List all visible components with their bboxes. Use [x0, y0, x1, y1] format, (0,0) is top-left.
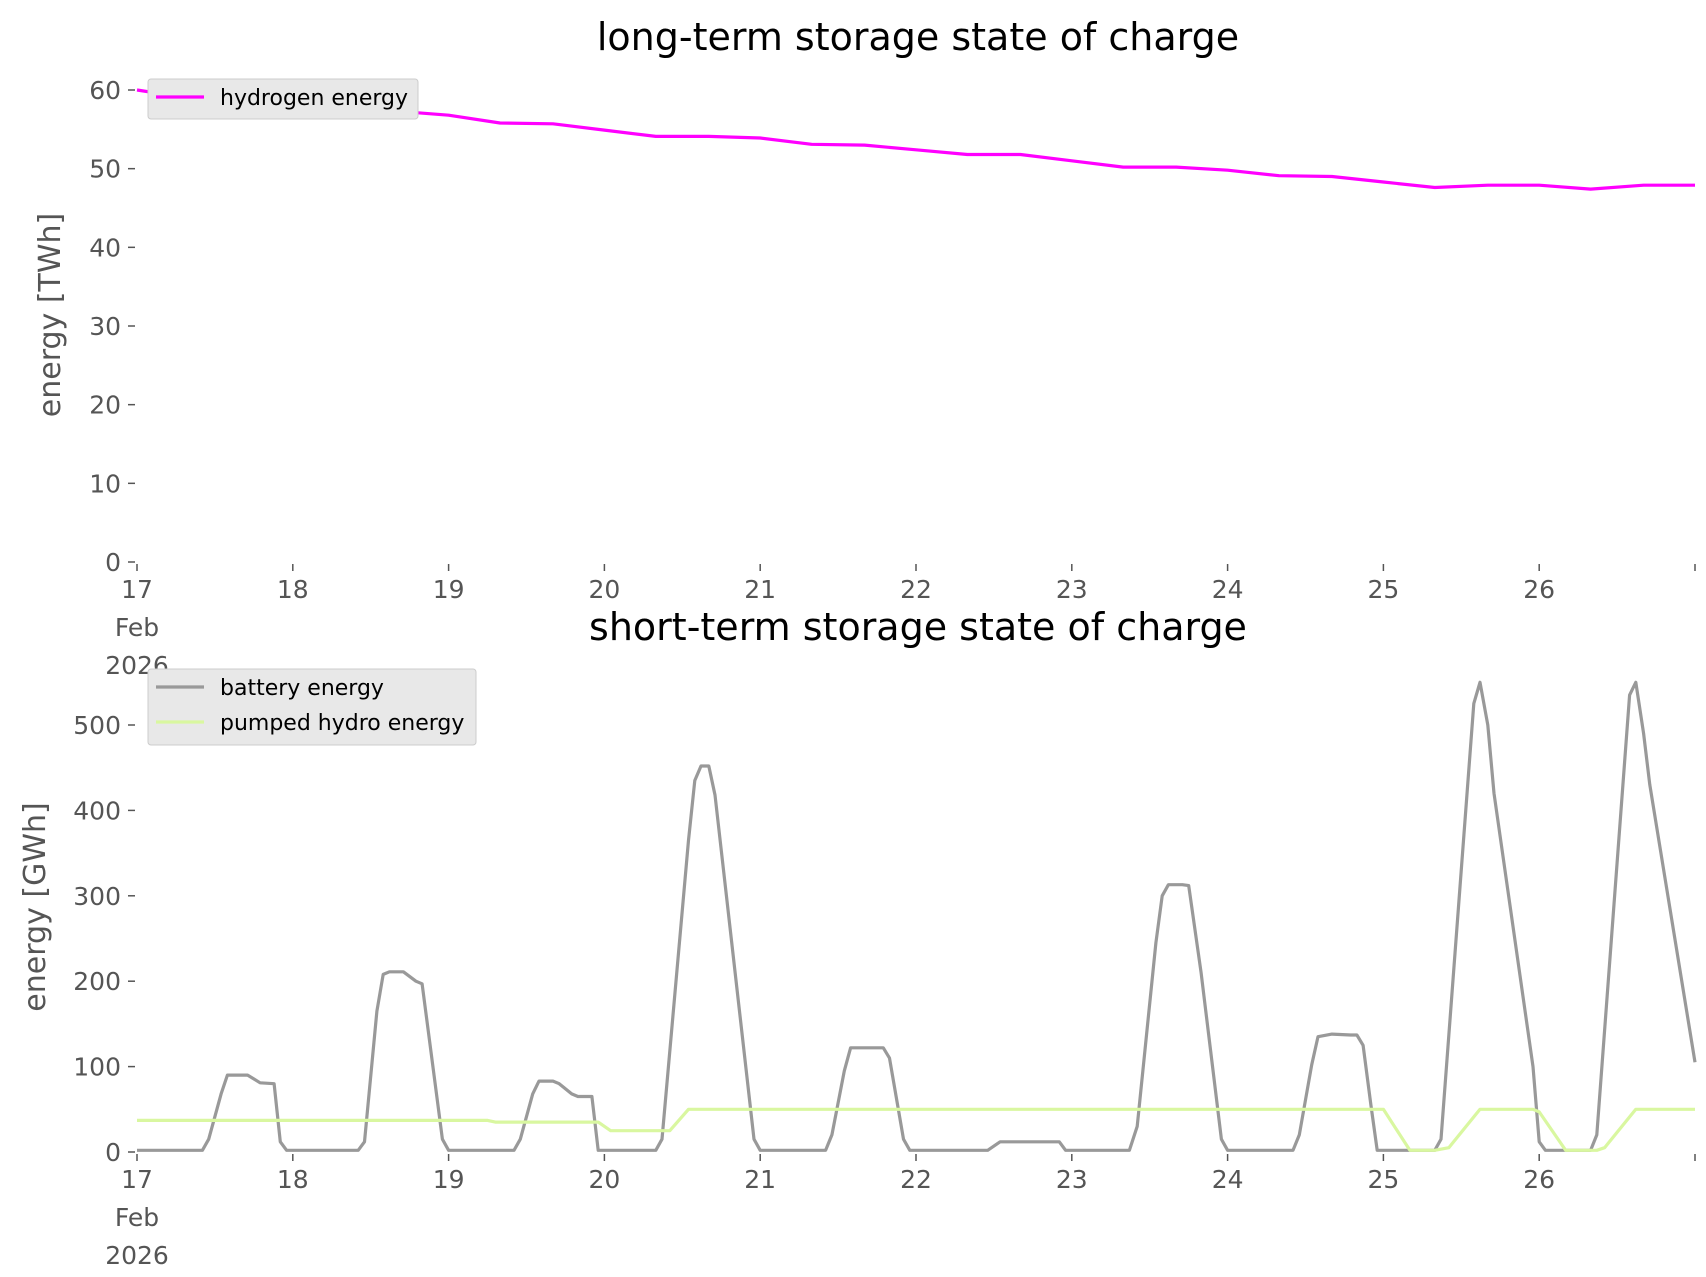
- x-tick-label: 20: [588, 575, 620, 604]
- y-tick-label: 50: [89, 155, 121, 184]
- y-tick-label: 0: [105, 1138, 121, 1167]
- x-tick-label: 25: [1367, 1165, 1399, 1194]
- x-tick-label: 22: [900, 1165, 932, 1194]
- y-tick-label: 100: [73, 1053, 121, 1082]
- short-term-storage-chart: short-term storage state of charge energ…: [18, 605, 1697, 1270]
- series-lines: [137, 680, 1697, 1152]
- y-tick-label: 60: [89, 76, 121, 105]
- legend-label: pumped hydro energy: [220, 711, 464, 736]
- x-tick-label: 20: [588, 1165, 620, 1194]
- x-tick-label: Feb: [115, 613, 159, 642]
- y-tick-label: 300: [73, 882, 121, 911]
- legend: hydrogen energy: [147, 78, 419, 120]
- x-tick-label: 21: [744, 575, 776, 604]
- x-tick-label: 26: [1523, 575, 1555, 604]
- legend-box: [147, 668, 477, 746]
- chart-title: long-term storage state of charge: [597, 15, 1239, 59]
- y-axis-ticks: 0 100 200 300 400 500: [73, 711, 135, 1167]
- y-tick-label: 30: [89, 312, 121, 341]
- x-tick-label: 18: [277, 1165, 309, 1194]
- y-tick-label: 40: [89, 233, 121, 262]
- x-tick-label: 17: [121, 575, 153, 604]
- x-tick-label: Feb: [115, 1203, 159, 1232]
- x-tick-label: 17: [121, 1165, 153, 1194]
- y-tick-label: 0: [105, 548, 121, 577]
- y-axis-ticks: 0 10 20 30 40 50 60: [89, 76, 135, 577]
- x-tick-label: 19: [433, 575, 465, 604]
- x-tick-label: 19: [433, 1165, 465, 1194]
- x-tick-label: 23: [1056, 575, 1088, 604]
- x-tick-label: 21: [744, 1165, 776, 1194]
- long-term-storage-chart: long-term storage state of charge energy…: [33, 15, 1696, 680]
- x-tick-label: 26: [1523, 1165, 1555, 1194]
- series-line-battery-energy: [137, 680, 1697, 1152]
- x-axis-ticks: 17 Feb 2026 18 19 20 21 22 23 24 25 26: [105, 1154, 1696, 1270]
- y-axis-label: energy [GWh]: [18, 802, 53, 1011]
- x-tick-label: 23: [1056, 1165, 1088, 1194]
- y-axis-label: energy [TWh]: [33, 213, 68, 417]
- x-tick-label: 22: [900, 575, 932, 604]
- y-tick-label: 500: [73, 711, 121, 740]
- x-tick-label: 18: [277, 575, 309, 604]
- x-tick-label: 24: [1212, 1165, 1244, 1194]
- x-tick-label: 25: [1367, 575, 1399, 604]
- y-tick-label: 200: [73, 967, 121, 996]
- y-tick-label: 10: [89, 469, 121, 498]
- chart-title: short-term storage state of charge: [589, 605, 1247, 649]
- y-tick-label: 400: [73, 796, 121, 825]
- x-tick-label: 2026: [105, 1241, 169, 1270]
- series-line-pumped-hydro-energy: [137, 1107, 1695, 1152]
- x-tick-label: 24: [1212, 575, 1244, 604]
- legend: battery energy pumped hydro energy: [147, 668, 477, 746]
- y-tick-label: 20: [89, 391, 121, 420]
- legend-label: hydrogen energy: [220, 86, 408, 111]
- legend-label: battery energy: [220, 676, 384, 701]
- legend-box: [147, 78, 419, 120]
